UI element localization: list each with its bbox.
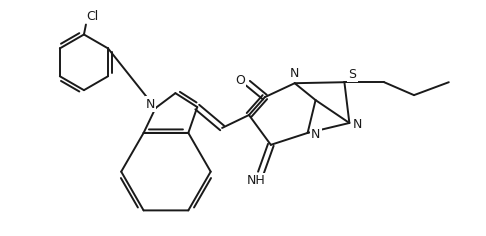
- Text: S: S: [348, 68, 356, 81]
- Text: NH: NH: [246, 174, 265, 187]
- Text: N: N: [311, 128, 320, 141]
- Text: O: O: [235, 74, 245, 87]
- Text: N: N: [290, 67, 299, 80]
- Text: N: N: [146, 97, 155, 111]
- Text: N: N: [353, 118, 362, 131]
- Text: Cl: Cl: [86, 10, 98, 23]
